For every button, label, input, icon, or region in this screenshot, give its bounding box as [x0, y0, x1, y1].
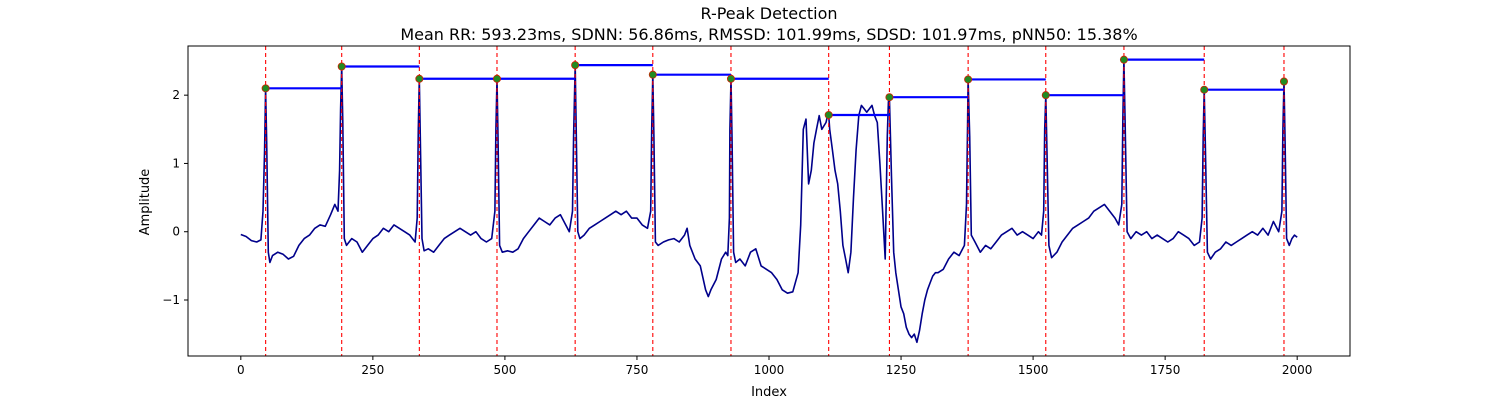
- x-tick-label-1: 250: [361, 363, 384, 377]
- peak-marker-6: [726, 74, 735, 83]
- x-tick-label-5: 1250: [886, 363, 917, 377]
- x-tick-label-6: 1500: [1018, 363, 1049, 377]
- x-tick-label-2: 500: [493, 363, 516, 377]
- x-tick-label-3: 750: [626, 363, 649, 377]
- peak-marker-0: [261, 84, 270, 93]
- x-tick-label-7: 1750: [1150, 363, 1181, 377]
- peak-marker-10: [1041, 91, 1050, 100]
- y-axis-label: Amplitude: [138, 169, 153, 236]
- plot-area: [240, 46, 1298, 356]
- ecg-signal-line: [240, 58, 1298, 344]
- plot-frame: [187, 45, 1351, 357]
- y-tick-label-1: 0: [172, 225, 180, 239]
- x-tick-label-8: 2000: [1282, 363, 1313, 377]
- y-tick-label-2: 1: [172, 156, 180, 170]
- peak-marker-8: [885, 93, 894, 102]
- chart-subtitle: Mean RR: 593.23ms, SDNN: 56.86ms, RMSSD:…: [400, 25, 1137, 44]
- peak-marker-5: [648, 70, 657, 79]
- peak-marker-12: [1200, 85, 1209, 94]
- peak-marker-7: [824, 110, 833, 119]
- x-tick-label-4: 1000: [754, 363, 785, 377]
- x-tick-label-0: 0: [237, 363, 245, 377]
- peak-marker-2: [415, 74, 424, 83]
- peak-marker-1: [337, 62, 346, 71]
- peak-marker-13: [1279, 77, 1288, 86]
- y-tick-label-3: 2: [172, 88, 180, 102]
- x-axis-label: Index: [751, 385, 787, 400]
- y-tick-label-0: −1: [162, 293, 180, 307]
- peak-marker-4: [571, 61, 580, 70]
- chart-title: R-Peak Detection: [700, 4, 837, 23]
- axis-ticks: 0 250 500 750 1000 1250 1500 1750 2000 −1 0 1 2: [162, 88, 1312, 377]
- peak-marker-9: [964, 75, 973, 84]
- peak-marker-3: [492, 74, 501, 83]
- peak-marker-11: [1119, 55, 1128, 64]
